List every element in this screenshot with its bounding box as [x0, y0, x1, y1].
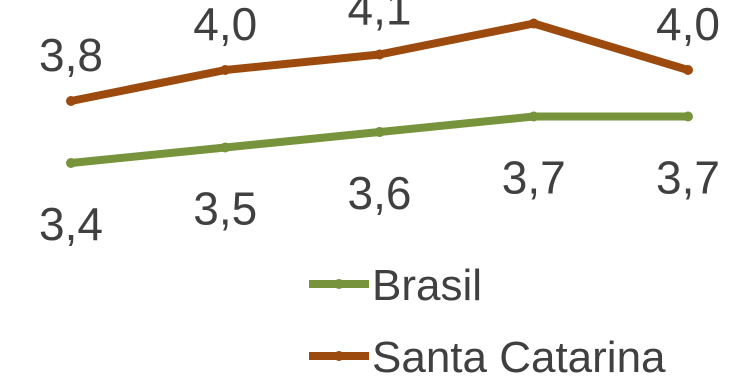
data-label-santa-catarina-4: 4,0 — [656, 0, 720, 50]
data-label-brasil-1: 3,5 — [193, 183, 257, 235]
data-point-brasil-3 — [528, 111, 539, 122]
data-point-santa-catarina-3 — [528, 18, 539, 29]
data-label-brasil-0: 3,4 — [39, 198, 103, 250]
legend-marker-brasil — [334, 279, 344, 289]
series-layer — [66, 18, 693, 168]
legend-label-santa-catarina: Santa Catarina — [372, 333, 666, 379]
data-point-brasil-0 — [66, 158, 76, 168]
data-label-santa-catarina-3: 4,3 — [502, 0, 566, 4]
data-point-santa-catarina-2 — [374, 49, 385, 60]
data-point-santa-catarina-0 — [66, 96, 76, 106]
data-point-brasil-2 — [374, 127, 385, 137]
legend-item-brasil: Brasil — [309, 261, 482, 310]
data-label-brasil-2: 3,6 — [348, 167, 412, 219]
data-point-santa-catarina-1 — [220, 65, 231, 75]
series-line-santa-catarina — [70, 19, 690, 105]
data-label-santa-catarina-2: 4,1 — [348, 0, 412, 35]
series-line-brasil — [70, 112, 688, 167]
legend: Brasil Santa Catarina — [309, 261, 666, 379]
data-point-brasil-1 — [220, 142, 231, 153]
legend-item-santa-catarina: Santa Catarina — [309, 333, 666, 379]
legend-label-brasil: Brasil — [372, 261, 482, 310]
legend-marker-santa-catarina — [334, 351, 344, 361]
data-label-santa-catarina-1: 4,0 — [193, 0, 257, 50]
data-label-brasil-4: 3,7 — [656, 152, 720, 204]
data-label-layer: 3,4 3,5 3,6 3,7 3,7 3,8 4,0 4,1 4,3 4,0 — [39, 0, 720, 250]
data-point-santa-catarina-4 — [683, 65, 693, 75]
data-point-brasil-4 — [683, 111, 693, 122]
data-label-santa-catarina-0: 3,8 — [39, 29, 103, 81]
data-label-brasil-3: 3,7 — [502, 152, 566, 204]
